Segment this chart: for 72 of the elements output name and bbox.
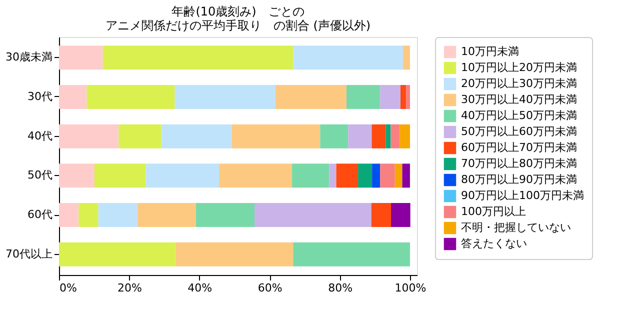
legend-label: 60万円以上70万円未満 xyxy=(461,141,577,154)
legend-label: 10万円以上20万円未満 xyxy=(461,61,577,74)
x-tick-label: 40% xyxy=(188,282,212,294)
bar xyxy=(329,164,336,188)
bar xyxy=(336,164,358,188)
bar xyxy=(348,124,372,148)
bar xyxy=(320,124,348,148)
bar xyxy=(372,124,386,148)
bar xyxy=(174,84,276,109)
bar xyxy=(358,164,372,188)
bar xyxy=(346,84,380,109)
bar xyxy=(371,203,392,228)
bar xyxy=(196,203,254,228)
bar xyxy=(372,164,380,188)
bar xyxy=(402,164,410,188)
legend-label: 100万円以上 xyxy=(461,205,526,218)
bar xyxy=(59,46,103,70)
bar xyxy=(391,203,410,228)
bar xyxy=(406,84,410,109)
y-tick-label: 30歳未満 xyxy=(6,50,52,64)
legend-label: 50万円以上60万円未満 xyxy=(461,125,577,138)
bar xyxy=(390,124,400,148)
y-tick-label: 70代以上 xyxy=(6,247,52,260)
y-tick-label: 30代 xyxy=(28,90,52,103)
legend-label: 10万円未満 xyxy=(461,45,519,58)
legend-label: 答えたくない xyxy=(461,237,527,250)
legend-label: 80万円以上90万円未満 xyxy=(461,173,577,186)
bar xyxy=(219,164,292,188)
bar xyxy=(275,84,346,109)
bar xyxy=(232,124,320,148)
x-tick-label: 20% xyxy=(117,282,142,294)
bar xyxy=(293,242,410,266)
y-tick-label: 40代 xyxy=(28,129,52,142)
bar xyxy=(146,164,220,188)
x-tick-label: 0% xyxy=(60,282,77,294)
bar xyxy=(59,203,79,228)
bar xyxy=(254,203,372,228)
bar xyxy=(98,203,138,228)
x-tick-label: 60% xyxy=(258,282,282,294)
bar xyxy=(94,164,146,188)
bar xyxy=(118,124,162,148)
bar xyxy=(59,242,176,266)
bar xyxy=(137,203,196,228)
text: アニメ関係だけの平均手取り の割合 (声優以外) xyxy=(105,18,371,32)
bar xyxy=(402,46,410,70)
x-tick-label: 100% xyxy=(394,282,426,294)
bar xyxy=(292,164,330,188)
bar xyxy=(380,164,395,188)
bar xyxy=(380,84,401,109)
legend-label: 20万円以上30万円未満 xyxy=(461,77,577,90)
bar xyxy=(400,84,406,109)
x-tick-label: 80% xyxy=(328,282,353,294)
bar xyxy=(386,124,391,148)
bar xyxy=(293,46,403,70)
text: 年齢(10歳刻み) ごとの xyxy=(172,4,304,18)
legend-label: 40万円以上50万円未満 xyxy=(461,109,577,122)
legend-label: 不明・把握していない xyxy=(461,221,571,234)
bar xyxy=(102,46,294,70)
bar xyxy=(86,84,175,109)
legend-label: 30万円以上40万円未満 xyxy=(461,93,577,106)
legend-label: 70万円以上80万円未満 xyxy=(461,157,577,170)
bar xyxy=(59,84,87,109)
y-tick-label: 60代 xyxy=(28,208,52,222)
bar xyxy=(176,242,294,266)
y-tick-label: 50代 xyxy=(28,168,52,182)
legend-label: 90万円以上100万円未満 xyxy=(461,189,584,202)
bar xyxy=(78,203,98,228)
bar xyxy=(394,164,402,188)
bar xyxy=(59,164,94,188)
bar xyxy=(59,124,119,148)
bar xyxy=(161,124,232,148)
bar xyxy=(400,124,410,148)
